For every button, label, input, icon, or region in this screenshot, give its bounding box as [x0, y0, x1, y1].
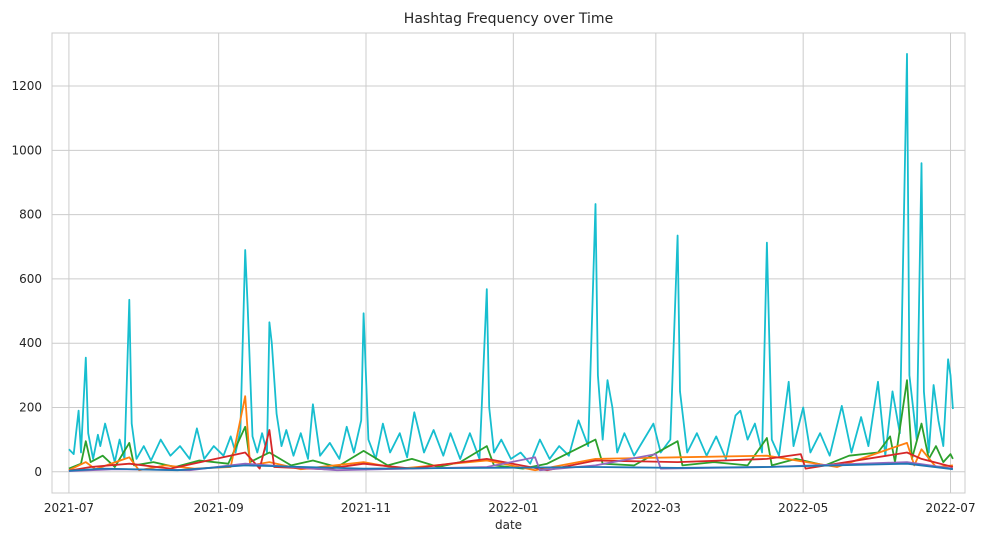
- x-axis: 2021-07 2021-09 2021-11 2022-01 2022-03 2022-…: [44, 501, 976, 515]
- x-tick-label: 2021-07: [44, 501, 94, 515]
- x-tick-label: 2022-07: [925, 501, 975, 515]
- plot-frame: [51, 32, 966, 494]
- x-tick-label: 2022-03: [631, 501, 681, 515]
- y-tick-label: 400: [19, 336, 42, 350]
- chart-title: Hashtag Frequency over Time: [404, 11, 613, 27]
- series-layer: [68, 53, 954, 472]
- y-tick-label: 1000: [11, 143, 42, 157]
- y-tick-label: 800: [19, 208, 42, 222]
- x-tick-label: 2022-05: [778, 501, 828, 515]
- x-tick-label: 2021-11: [341, 501, 391, 515]
- y-axis: 0 200 400 600 800 1000 1200: [11, 79, 42, 479]
- y-tick-label: 1200: [11, 79, 42, 93]
- y-tick-label: 0: [34, 465, 42, 479]
- x-tick-label: 2021-09: [194, 501, 244, 515]
- series-line-6: [68, 462, 954, 472]
- y-tick-label: 600: [19, 272, 42, 286]
- series-line-1: [68, 53, 954, 465]
- y-tick-label: 200: [19, 400, 42, 414]
- plot-area: [52, 33, 965, 493]
- grid: [51, 32, 966, 494]
- x-axis-label: date: [495, 518, 522, 532]
- x-tick-label: 2022-01: [488, 501, 538, 515]
